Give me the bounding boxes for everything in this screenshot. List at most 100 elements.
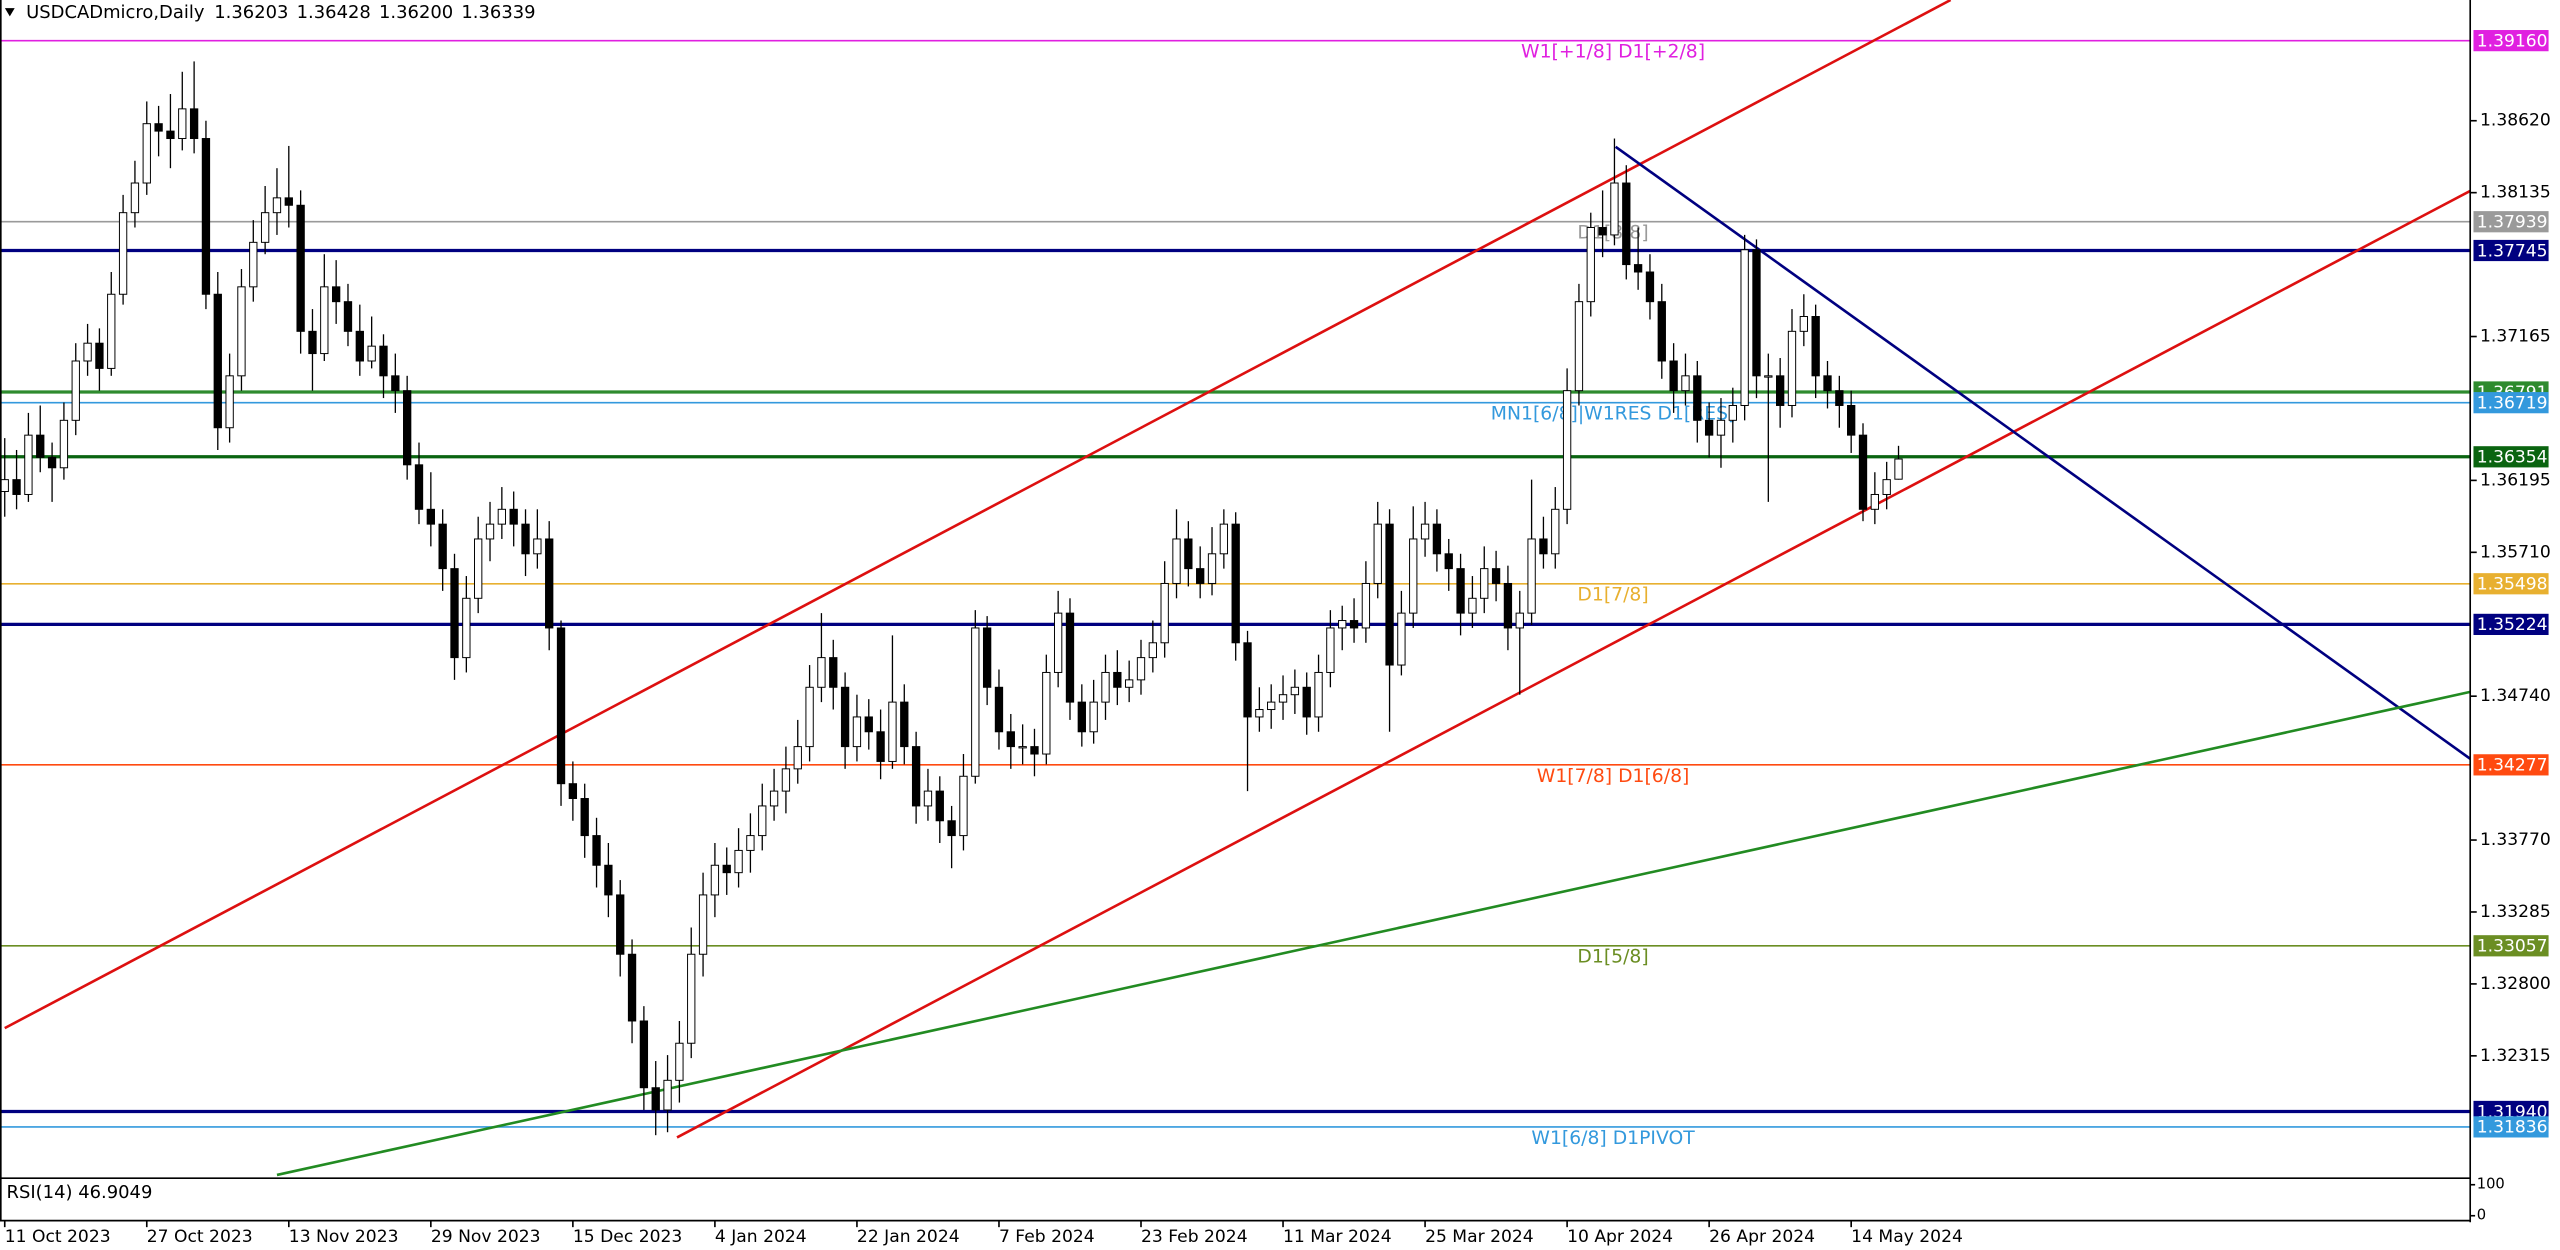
candle-body	[1574, 301, 1584, 392]
candle-body	[982, 627, 992, 688]
x-tick-label: 11 Mar 2024	[1283, 1227, 1392, 1247]
level-label: W1[+1/8] D1[+2/8]	[1521, 42, 1705, 63]
x-tick-label: 14 May 2024	[1851, 1227, 1963, 1247]
last-high: 1.36428	[297, 2, 371, 23]
candle-body	[24, 434, 33, 495]
y-tick-label: 1.38135	[2480, 183, 2551, 203]
candle-body	[1053, 612, 1063, 673]
x-tick-label: 10 Apr 2024	[1567, 1227, 1673, 1247]
candle-body	[189, 108, 199, 140]
candle-body	[1267, 701, 1276, 711]
candle-body	[923, 790, 933, 807]
candle-body	[1409, 538, 1418, 614]
level-price-label: 1.33057	[2477, 937, 2548, 957]
candle-body	[1219, 523, 1229, 555]
candle-body	[651, 1087, 660, 1111]
x-tick-label: 26 Apr 2024	[1709, 1227, 1815, 1247]
candle-body	[497, 508, 507, 525]
candle-body	[1835, 390, 1844, 406]
candle-body	[852, 716, 862, 748]
candle-body	[118, 212, 128, 295]
candle-body	[1847, 404, 1856, 436]
level-label: W1[7/8] D1[6/8]	[1537, 766, 1690, 787]
rsi-label: RSI(14) 46.9049	[7, 1182, 153, 1203]
candle-body	[734, 849, 743, 874]
candle-body	[462, 597, 471, 659]
level-price-box	[2473, 211, 2549, 233]
y-tick-label: 1.36195	[2480, 470, 2551, 490]
level-price-box	[2473, 392, 2549, 414]
level-price-label: 1.34277	[2477, 756, 2548, 776]
candle-body	[1491, 568, 1501, 584]
candle-body	[1480, 568, 1489, 599]
candle-body	[1136, 657, 1146, 681]
candle-body	[308, 330, 317, 355]
candle-body	[1740, 249, 1749, 406]
candle-body	[166, 130, 175, 140]
level-price-box	[2473, 446, 2549, 468]
candle-body	[1361, 582, 1371, 629]
candle-body	[1775, 375, 1785, 406]
candle-body	[426, 508, 435, 525]
candle-body	[1894, 458, 1903, 480]
candle-body	[95, 342, 104, 369]
candle-body	[284, 197, 293, 206]
candle-body	[1255, 709, 1264, 718]
candle-body	[331, 286, 341, 303]
chart-header: USDCADmicro,Daily 1.36203 1.36428 1.36200 1.…	[26, 2, 535, 23]
x-tick-label: 7 Feb 2024	[999, 1227, 1095, 1247]
level-price-box	[2473, 1116, 2549, 1138]
candle-body	[1172, 538, 1181, 584]
candle-body	[793, 746, 802, 770]
candle-body	[1799, 316, 1808, 332]
candle-body	[1420, 523, 1430, 540]
candle-body	[1231, 523, 1240, 644]
x-tick-label: 25 Mar 2024	[1425, 1227, 1534, 1247]
candle-body	[1373, 523, 1382, 584]
candle-body	[391, 375, 400, 392]
menu-arrow[interactable]	[4, 8, 15, 17]
candle-body	[935, 790, 944, 822]
candle-body	[675, 1042, 684, 1081]
candle-body	[1207, 553, 1217, 584]
candle-body	[272, 197, 282, 214]
candle-body	[1870, 493, 1880, 510]
candle-body	[592, 835, 601, 866]
y-tick-label: 1.33770	[2480, 830, 2551, 850]
candle-body	[687, 953, 696, 1044]
x-tick-label: 27 Oct 2023	[147, 1227, 253, 1247]
candle-body	[474, 538, 483, 599]
candle-body	[47, 456, 57, 469]
candle-body	[107, 293, 116, 369]
y-tick-label: 1.33285	[2480, 902, 2551, 922]
candle-body	[1752, 249, 1761, 377]
level-price-label: 1.37939	[2477, 213, 2548, 233]
candle-body	[379, 345, 388, 377]
candle-body	[1669, 360, 1678, 392]
candle-body	[12, 479, 21, 495]
level-price-label: 1.36719	[2477, 393, 2548, 413]
candle-body	[1326, 627, 1335, 673]
candle-body	[83, 342, 92, 362]
candle-body	[521, 523, 530, 555]
candle-body	[225, 375, 234, 429]
candle-body	[994, 686, 1004, 733]
candle-body	[1681, 375, 1690, 392]
level-price-box	[2473, 613, 2549, 636]
level-price-label: 1.35498	[2477, 575, 2548, 595]
candle-body	[1657, 301, 1666, 362]
candle-body	[1089, 701, 1098, 733]
candle-body	[1645, 271, 1655, 303]
candle-body	[213, 293, 222, 429]
candle-body	[829, 657, 838, 688]
candle-body	[639, 1020, 649, 1089]
candle-body	[971, 627, 980, 777]
candle-body	[1397, 612, 1406, 666]
candle-body	[485, 523, 495, 540]
y-tick-label: 1.32800	[2480, 974, 2551, 994]
level-label: W1[6/8] D1PIVOT	[1531, 1128, 1695, 1149]
candle-body	[1077, 701, 1086, 733]
x-tick-label: 15 Dec 2023	[573, 1227, 682, 1247]
candle-body	[1006, 731, 1015, 748]
candle-body	[746, 835, 755, 851]
